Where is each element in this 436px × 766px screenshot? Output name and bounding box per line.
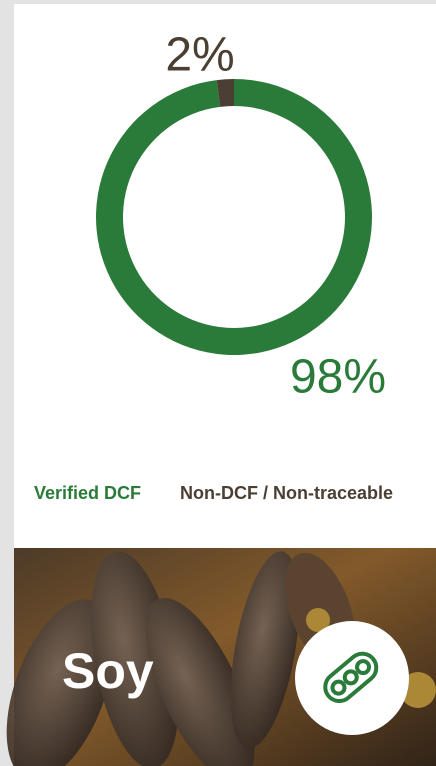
legend-entry: Non-DCF / Non-traceable xyxy=(180,483,393,503)
banner-title: Soy xyxy=(62,643,154,699)
icon-badge xyxy=(295,621,409,735)
value-label: 98% xyxy=(290,351,386,404)
pie-segment xyxy=(216,79,234,107)
pea-pod-icon xyxy=(323,651,379,703)
legend-entry: Verified DCF xyxy=(34,483,141,503)
value-label: 2% xyxy=(165,29,234,82)
